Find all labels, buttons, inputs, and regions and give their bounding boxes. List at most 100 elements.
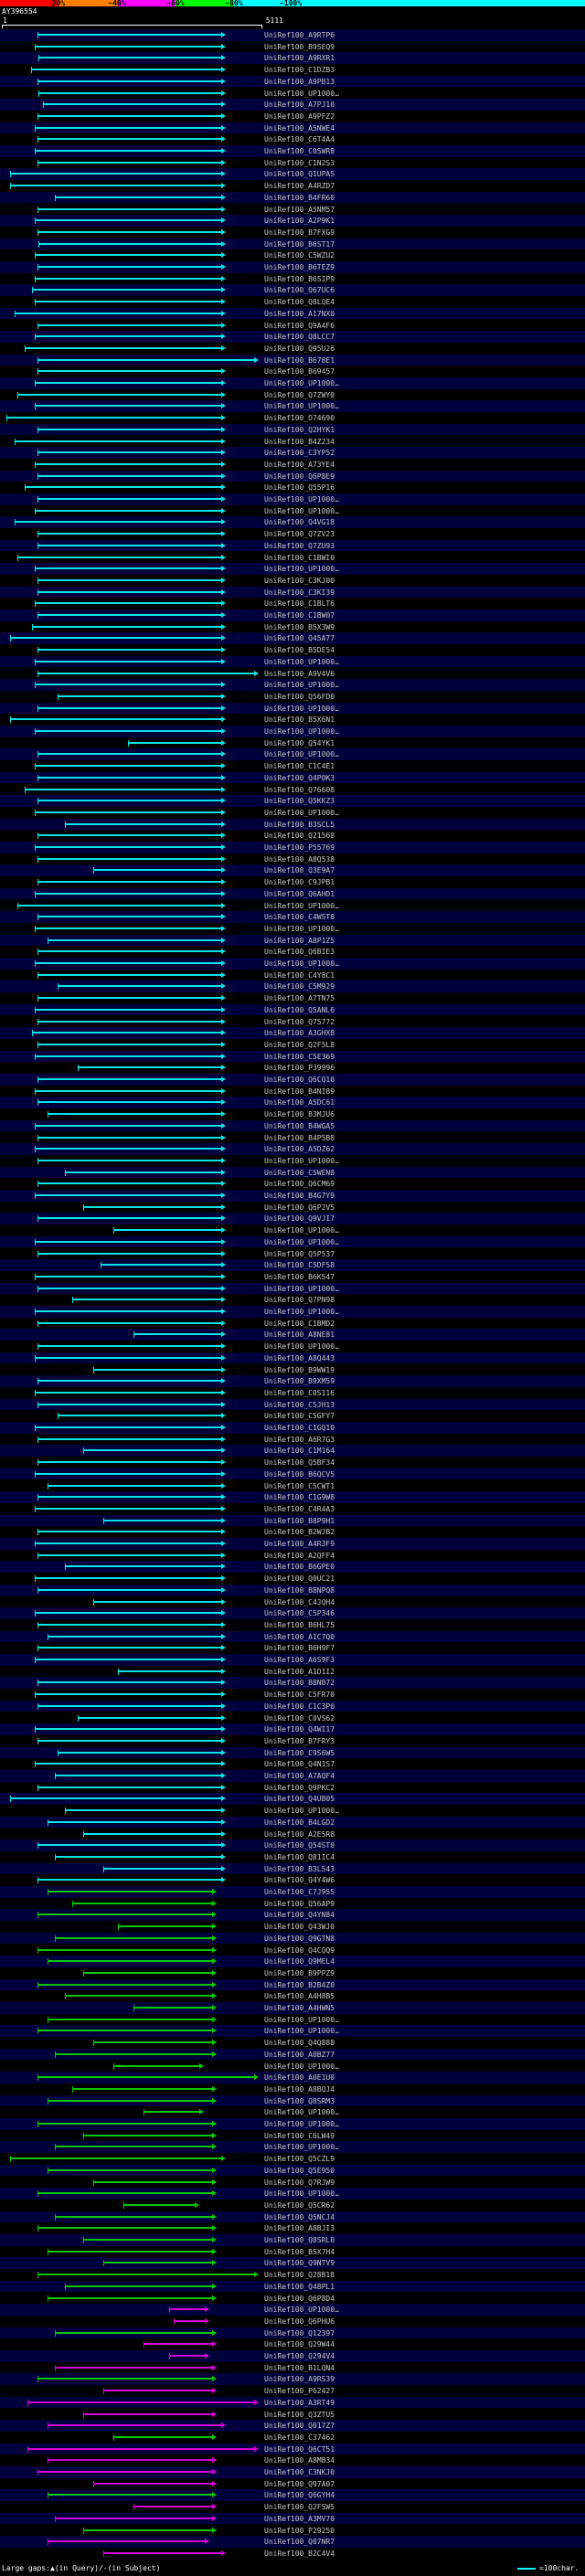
hit-bar[interactable] xyxy=(37,1647,222,1649)
hit-label[interactable]: UniRef100_C5GFY7 xyxy=(264,1412,335,1421)
hit-bar[interactable] xyxy=(37,1531,222,1533)
hit-bar[interactable] xyxy=(9,1797,222,1800)
hit-label[interactable]: UniRef100_Q8LCC7 xyxy=(264,333,335,342)
hit-bar[interactable] xyxy=(72,1299,222,1301)
hit-bar[interactable] xyxy=(34,1542,222,1544)
hit-label[interactable]: UniRef100_UP1000… xyxy=(264,901,339,910)
hit-label[interactable]: UniRef100_C1N2S3 xyxy=(264,158,335,167)
hit-label[interactable]: UniRef100_B3MJU6 xyxy=(264,1110,335,1119)
hit-label[interactable]: UniRef100_Q9GTN8 xyxy=(264,1934,335,1943)
hit-bar[interactable] xyxy=(24,346,222,349)
hit-bar[interactable] xyxy=(34,254,222,257)
hit-label[interactable]: UniRef100_UP1000… xyxy=(264,506,339,515)
hit-bar[interactable] xyxy=(16,556,222,558)
hit-label[interactable]: UniRef100_B6QCV5 xyxy=(264,1469,335,1479)
hit-bar[interactable] xyxy=(37,2192,213,2195)
hit-bar[interactable] xyxy=(55,2052,213,2055)
hit-bar[interactable] xyxy=(47,1484,222,1487)
hit-label[interactable]: UniRef100_Q5KKZ3 xyxy=(264,797,335,806)
hit-label[interactable]: UniRef100_UP1000… xyxy=(264,1342,339,1352)
hit-bar[interactable] xyxy=(9,2157,222,2160)
hit-label[interactable]: UniRef100_Q5P537 xyxy=(264,1249,335,1258)
hit-bar[interactable] xyxy=(82,1449,222,1452)
hit-bar[interactable] xyxy=(37,834,222,837)
hit-label[interactable]: UniRef100_Q9NTV9 xyxy=(264,2259,335,2268)
hit-bar[interactable] xyxy=(34,1472,222,1475)
hit-label[interactable]: UniRef100_Q2FSW5 xyxy=(264,2503,335,2512)
hit-bar[interactable] xyxy=(102,2551,222,2554)
hit-label[interactable]: UniRef100_UP1000… xyxy=(264,1156,339,1165)
hit-label[interactable]: UniRef100_O74690 xyxy=(264,414,335,423)
hit-label[interactable]: UniRef100_UP1000… xyxy=(264,2306,339,2315)
hit-bar[interactable] xyxy=(37,776,222,779)
hit-label[interactable]: UniRef100_C3KJ00 xyxy=(264,576,335,585)
hit-label[interactable]: UniRef100_Q6CT51 xyxy=(264,2444,335,2454)
hit-bar[interactable] xyxy=(72,2087,213,2090)
hit-label[interactable]: UniRef100_B6TEZ9 xyxy=(264,263,335,271)
hit-label[interactable]: UniRef100_C4WST8 xyxy=(264,913,335,922)
hit-label[interactable]: UniRef100_Q5ANL6 xyxy=(264,1005,335,1014)
hit-bar[interactable] xyxy=(37,1983,213,1986)
hit-label[interactable]: UniRef100_Q9MEL4 xyxy=(264,1957,335,1966)
hit-bar[interactable] xyxy=(34,1148,222,1150)
hit-label[interactable]: UniRef100_Q0UC21 xyxy=(264,1574,335,1584)
hit-label[interactable]: UniRef100_Q28B18 xyxy=(264,2271,335,2280)
hit-bar[interactable] xyxy=(37,34,222,36)
hit-bar[interactable] xyxy=(37,370,222,373)
hit-label[interactable]: UniRef100_Q4Y4W6 xyxy=(264,1876,335,1885)
hit-bar[interactable] xyxy=(34,765,222,768)
hit-label[interactable]: UniRef100_C1C3P0 xyxy=(264,1701,335,1711)
hit-label[interactable]: UniRef100_C1C4E1 xyxy=(264,762,335,771)
hit-bar[interactable] xyxy=(92,2180,213,2183)
hit-bar[interactable] xyxy=(37,1136,222,1139)
hit-bar[interactable] xyxy=(57,1415,222,1417)
hit-label[interactable]: UniRef100_A8BJI3 xyxy=(264,2224,335,2233)
hit-label[interactable]: UniRef100_C1BWI0 xyxy=(264,553,335,562)
hit-label[interactable]: UniRef100_Q8SRM3 xyxy=(264,2096,335,2105)
hit-bar[interactable] xyxy=(37,1020,222,1023)
hit-bar[interactable] xyxy=(34,846,222,848)
hit-label[interactable]: UniRef100_Q5CR62 xyxy=(264,2200,335,2210)
hit-bar[interactable] xyxy=(34,811,222,813)
hit-label[interactable]: UniRef100_A4H8B5 xyxy=(264,1992,335,2001)
hit-label[interactable]: UniRef100_Q7ZU93 xyxy=(264,541,335,550)
hit-label[interactable]: UniRef100_B5X6N1 xyxy=(264,716,335,725)
hit-label[interactable]: UniRef100_C5M929 xyxy=(264,982,335,991)
hit-bar[interactable] xyxy=(37,649,222,652)
hit-label[interactable]: UniRef100_B5DE54 xyxy=(264,646,335,655)
hit-bar[interactable] xyxy=(37,1913,213,1916)
hit-bar[interactable] xyxy=(9,185,222,187)
hit-bar[interactable] xyxy=(37,1948,213,1951)
hit-bar[interactable] xyxy=(9,718,222,721)
hit-bar[interactable] xyxy=(34,1391,222,1394)
hit-bar[interactable] xyxy=(55,196,222,198)
hit-bar[interactable] xyxy=(37,544,222,546)
hit-bar[interactable] xyxy=(55,2517,213,2519)
hit-label[interactable]: UniRef100_B9SEQ9 xyxy=(264,42,335,51)
hit-bar[interactable] xyxy=(37,916,222,918)
hit-label[interactable]: UniRef100_C5JH13 xyxy=(264,1400,335,1409)
hit-label[interactable]: UniRef100_A5DC61 xyxy=(264,1098,335,1108)
hit-bar[interactable] xyxy=(14,521,222,524)
hit-label[interactable]: UniRef100_Q9A4F6 xyxy=(264,321,335,330)
hit-label[interactable]: UniRef100_Q2F5L8 xyxy=(264,1040,335,1049)
hit-label[interactable]: UniRef100_Q5CZL9 xyxy=(264,2155,335,2164)
hit-bar[interactable] xyxy=(37,614,222,616)
hit-bar[interactable] xyxy=(65,2284,213,2287)
hit-label[interactable]: UniRef100_C3YP52 xyxy=(264,449,335,458)
hit-bar[interactable] xyxy=(34,219,222,222)
hit-bar[interactable] xyxy=(16,393,222,396)
hit-bar[interactable] xyxy=(122,2203,195,2206)
hit-label[interactable]: UniRef100_B8NPQ8 xyxy=(264,1585,335,1595)
hit-label[interactable]: UniRef100_C4JQH4 xyxy=(264,1597,335,1606)
hit-label[interactable]: UniRef100_Q7ZV23 xyxy=(264,530,335,539)
hit-label[interactable]: UniRef100_Q5BF34 xyxy=(264,1458,335,1468)
hit-label[interactable]: UniRef100_A9RTP6 xyxy=(264,31,335,39)
hit-label[interactable]: UniRef100_C1DZB3 xyxy=(264,66,335,75)
hit-bar[interactable] xyxy=(37,114,222,117)
hit-bar[interactable] xyxy=(37,451,222,454)
hit-bar[interactable] xyxy=(47,1960,213,1963)
hit-bar[interactable] xyxy=(34,301,222,303)
hit-label[interactable]: UniRef100_P29250 xyxy=(264,2526,335,2535)
hit-label[interactable]: UniRef100_Q8SRL0 xyxy=(264,2236,335,2244)
